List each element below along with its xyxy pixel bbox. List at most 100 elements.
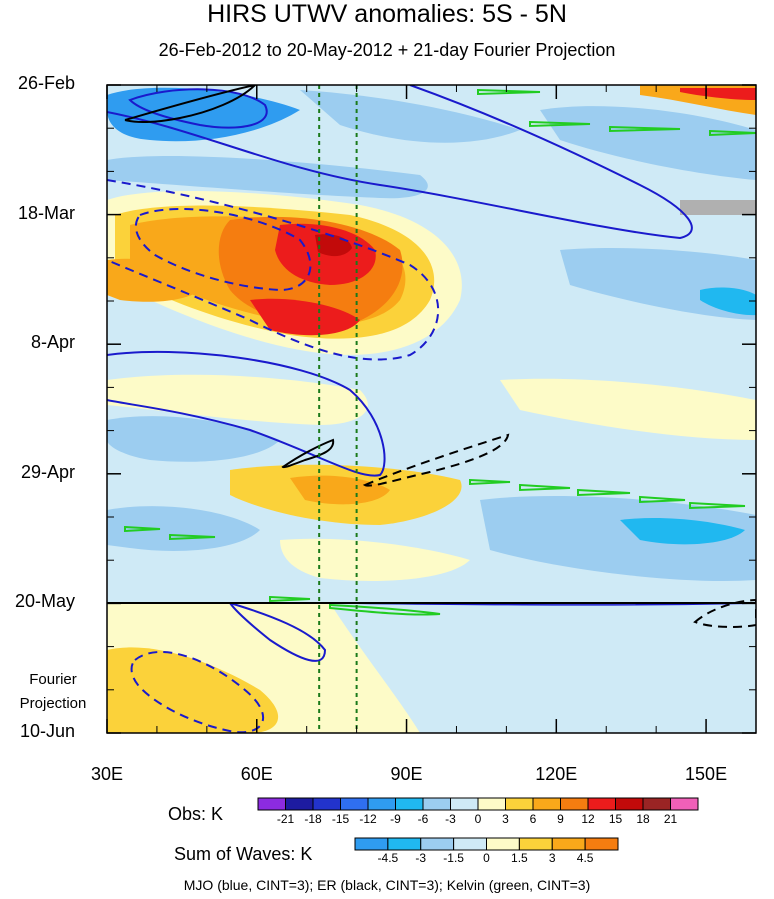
- field-patch: [107, 506, 260, 551]
- colorbar-swatch: [551, 837, 586, 851]
- kelvin-contour: [689, 501, 746, 510]
- chart-title: HIRS UTWV anomalies: 5S - 5N: [207, 0, 567, 28]
- kelvin-contour: [639, 495, 686, 504]
- field-patch: [280, 538, 470, 581]
- mjo-contour-dashed: [130, 651, 265, 733]
- colorbar-swatch: [642, 797, 671, 811]
- contours: [107, 85, 756, 733]
- field-patch: [330, 603, 756, 733]
- colorbar-tick: 3: [548, 851, 556, 865]
- obs-colorbar-title: Obs: K: [168, 804, 224, 824]
- colorbar-tick: 0: [474, 812, 482, 826]
- kelvin-contour: [477, 88, 541, 96]
- field-patch: [107, 647, 279, 733]
- colorbar-tick: -3: [445, 812, 456, 826]
- axis-ticks: [106, 84, 756, 734]
- colorbar-tick: 9: [557, 812, 564, 826]
- kelvin-contour: [329, 603, 441, 616]
- colorbar-swatch: [560, 797, 589, 811]
- x-tick-label: 150E: [685, 764, 728, 784]
- colorbar-tick: 0: [483, 851, 490, 865]
- kelvin-contour: [124, 525, 161, 533]
- mjo-contour: [128, 88, 268, 129]
- y-tick-label: 8-Apr: [30, 332, 75, 353]
- y-tick-label: 29-Apr: [20, 461, 75, 482]
- field-patch: [480, 495, 756, 581]
- colorbar-tick: -12: [359, 812, 377, 826]
- kelvin-contour: [469, 478, 511, 486]
- colorbar-tick: 21: [663, 812, 678, 826]
- colorbar-swatch: [486, 837, 520, 851]
- kelvin-contour: [609, 125, 681, 133]
- colorbar-tick: 6: [529, 812, 537, 826]
- plot-frame: [106, 84, 757, 734]
- mjo-contour-dashed: [107, 179, 440, 361]
- field-patch: [700, 287, 756, 316]
- colorbar-tick: -6: [417, 812, 429, 826]
- colorbar-tick: -18: [304, 812, 322, 826]
- kelvin-contour: [709, 129, 756, 137]
- kelvin-contour: [529, 120, 591, 128]
- field-patch: [680, 88, 756, 100]
- field-patch: [500, 378, 756, 440]
- colorbar-tick: -21: [276, 812, 295, 826]
- colorbar-tick: -3: [415, 851, 427, 865]
- field-patch: [540, 106, 756, 180]
- x-tick-label: 60E: [240, 764, 273, 784]
- colorbar-swatch: [532, 797, 561, 811]
- colorbar-tick: 15: [608, 812, 623, 826]
- kelvin-contour: [269, 595, 311, 603]
- er-contour: [124, 85, 257, 124]
- colorbar-tick: 1.5: [511, 851, 528, 865]
- field-patch: [107, 87, 300, 142]
- colorbar-swatch: [257, 797, 286, 811]
- heatmap-field: [107, 85, 756, 733]
- er-contour-dashed: [693, 598, 756, 628]
- er-contour: [281, 438, 335, 469]
- colorbar-swatch: [587, 797, 616, 811]
- field-patch: [250, 298, 360, 336]
- colorbar-swatch: [420, 837, 455, 851]
- y-tick-label: 20-May: [14, 591, 75, 612]
- y-tick-label: 10-Jun: [19, 721, 75, 741]
- colorbar-tick: -4.5: [377, 851, 399, 865]
- x-tick-label: 30E: [90, 764, 124, 784]
- colorbar-swatch: [387, 837, 422, 851]
- colorbar-swatch: [453, 837, 487, 851]
- kelvin-contour: [519, 483, 571, 492]
- colorbar-tick: -15: [331, 812, 350, 826]
- chart-subtitle: 26-Feb-2012 to 20-May-2012 + 21-day Four…: [158, 40, 616, 60]
- field-patch: [290, 475, 390, 505]
- field-patch: [680, 200, 756, 215]
- waves-colorbar: [354, 837, 619, 851]
- colorbar-swatch: [395, 797, 424, 811]
- colorbar-swatch: [477, 797, 506, 811]
- colorbar-tick: 18: [636, 812, 650, 826]
- field-patch: [620, 518, 745, 545]
- mjo-contour-dashed: [134, 208, 312, 292]
- er-contour-dashed: [362, 433, 510, 487]
- x-tick-label: 120E: [535, 764, 578, 784]
- colorbar-swatch: [518, 837, 553, 851]
- y-tick-label: 18-Mar: [17, 202, 75, 223]
- field-patch: [107, 374, 368, 425]
- mjo-contour: [229, 602, 327, 662]
- colorbar-swatch: [450, 797, 479, 811]
- colorbar-swatch: [340, 797, 369, 811]
- waves-colorbar-title: Sum of Waves: K: [174, 844, 313, 864]
- colorbar-swatch: [670, 797, 699, 811]
- colorbar-swatch: [312, 797, 341, 811]
- x-tick-label: 90E: [390, 764, 423, 784]
- colorbar-tick: 3: [502, 812, 509, 826]
- contour-legend-footer: MJO (blue, CINT=3); ER (black, CINT=3); …: [183, 877, 591, 893]
- colorbar-swatch: [505, 797, 534, 811]
- colorbar-tick: -9: [390, 812, 401, 826]
- y-tick-label: 26-Feb: [17, 73, 75, 93]
- colorbar-swatch: [354, 837, 389, 851]
- field-patch: [107, 155, 428, 199]
- colorbar-swatch: [422, 797, 451, 811]
- colorbar-swatch: [615, 797, 644, 811]
- colorbar-swatch: [367, 797, 396, 811]
- colorbar-swatch: [584, 837, 619, 851]
